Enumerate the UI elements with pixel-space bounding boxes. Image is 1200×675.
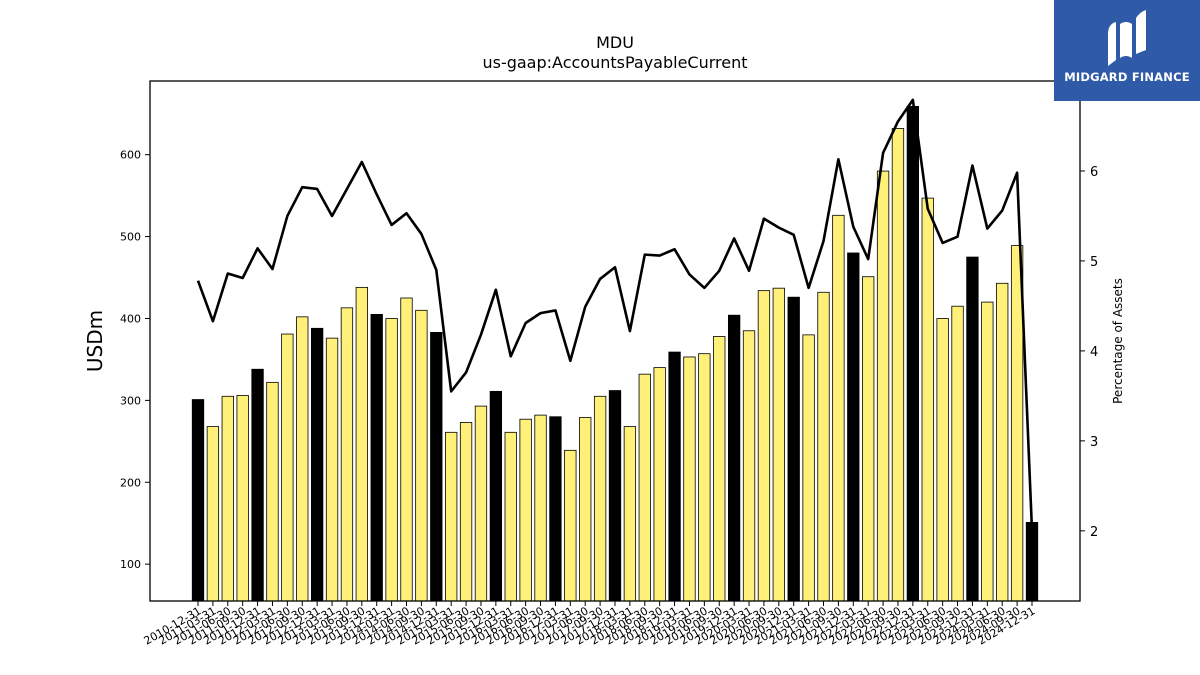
y-tick-label: 600	[120, 149, 141, 162]
bar-2015-06-30	[459, 422, 473, 602]
bar-2020-03-31	[742, 330, 756, 602]
bar-2020-09-30	[772, 287, 785, 602]
bar-2012-03-31	[266, 381, 279, 602]
line-series	[196, 98, 1034, 531]
bar-2014-06-30	[400, 297, 413, 602]
y-tick-label: 400	[120, 312, 141, 325]
y2-axis-ticks: 2 3 4 5 6	[1080, 165, 1098, 540]
bar-2020-06-30	[757, 290, 771, 602]
bar-2024-03-31	[981, 301, 994, 602]
bar-2013-06-30	[340, 307, 354, 602]
bar-2022-06-30	[876, 170, 890, 602]
midgard-finance-logo: MIDGARD FINANCE	[1054, 0, 1200, 101]
plot-frame	[149, 80, 1081, 602]
bar-2023-09-30	[951, 305, 964, 602]
bar-2016-06-30	[519, 418, 532, 602]
bar-2017-09-30	[593, 395, 607, 602]
bar-2019-03-31	[683, 356, 696, 602]
chart-title: MDU	[596, 33, 634, 52]
logo-mark-icon	[1108, 10, 1146, 66]
bar-2022-12-31	[906, 105, 920, 602]
bar-2011-06-30	[221, 395, 234, 602]
bar-2019-12-31	[727, 314, 741, 602]
bar-2022-03-31	[862, 276, 875, 602]
bar-2019-09-30	[713, 336, 726, 602]
bar-2023-12-31	[966, 256, 979, 602]
bar-2019-06-30	[698, 353, 711, 602]
bar-2021-12-31	[847, 252, 860, 602]
x-axis-ticks: 2010-12-312011-03-312011-06-302011-09-30…	[142, 601, 1038, 648]
bar-2018-06-30	[638, 373, 651, 602]
bar-2017-06-30	[579, 417, 592, 602]
bar-2016-03-31	[504, 431, 517, 602]
bar-2014-09-30	[415, 309, 428, 602]
bar-2011-09-30	[236, 395, 249, 602]
bar-2024-12-31	[1025, 521, 1039, 602]
y2-tick-label: 6	[1090, 165, 1098, 180]
y-axis-label: USDm	[83, 310, 107, 372]
bar-2018-03-31	[623, 426, 637, 602]
bar-2018-09-30	[653, 367, 666, 602]
y2-tick-label: 3	[1090, 435, 1098, 450]
y-tick-label: 500	[120, 231, 141, 244]
bar-2020-12-31	[787, 296, 800, 602]
bar-2021-09-30	[832, 214, 845, 602]
y-axis-ticks: 100 200 300 400 500 600	[120, 149, 150, 571]
bar-2015-03-31	[445, 431, 458, 602]
bar-2012-09-30	[296, 316, 309, 602]
bar-2012-12-31	[310, 327, 324, 602]
bar-2017-03-31	[564, 449, 577, 602]
bar-2013-12-31	[370, 313, 383, 602]
bar-2015-09-30	[474, 405, 488, 602]
logo-text: MIDGARD FINANCE	[1064, 70, 1190, 84]
bar-2013-09-30	[355, 286, 368, 602]
bar-2012-06-30	[281, 333, 294, 602]
chart-subtitle: us-gaap:AccountsPayableCurrent	[482, 53, 747, 72]
y2-axis-label: Percentage of Assets	[1111, 278, 1125, 404]
bar-2021-03-31	[802, 334, 815, 602]
y-tick-label: 200	[120, 476, 141, 489]
bar-2024-06-30	[996, 282, 1009, 602]
bar-2014-03-31	[385, 318, 398, 602]
bar-2023-06-30	[936, 318, 949, 602]
bar-2017-12-31	[608, 390, 622, 602]
bar-2016-09-30	[534, 414, 547, 602]
percentage-line	[196, 98, 1034, 531]
y-tick-label: 100	[120, 558, 141, 571]
y-tick-label: 300	[120, 394, 141, 407]
bar-2018-12-31	[668, 351, 681, 602]
bar-2011-12-31	[251, 368, 264, 602]
bar-2015-12-31	[489, 390, 503, 602]
bar-2021-06-30	[817, 291, 830, 602]
y2-tick-label: 5	[1090, 255, 1098, 270]
bar-2016-12-31	[549, 416, 562, 602]
bar-series	[191, 105, 1039, 602]
y2-tick-label: 4	[1090, 345, 1098, 360]
bar-2014-12-31	[430, 331, 443, 602]
bar-2023-03-31	[921, 197, 934, 602]
bar-2010-12-31	[191, 399, 205, 602]
bar-2013-03-31	[325, 337, 339, 602]
bar-2011-03-31	[206, 426, 220, 602]
bar-2022-09-30	[891, 128, 905, 602]
y2-tick-label: 2	[1090, 525, 1098, 540]
